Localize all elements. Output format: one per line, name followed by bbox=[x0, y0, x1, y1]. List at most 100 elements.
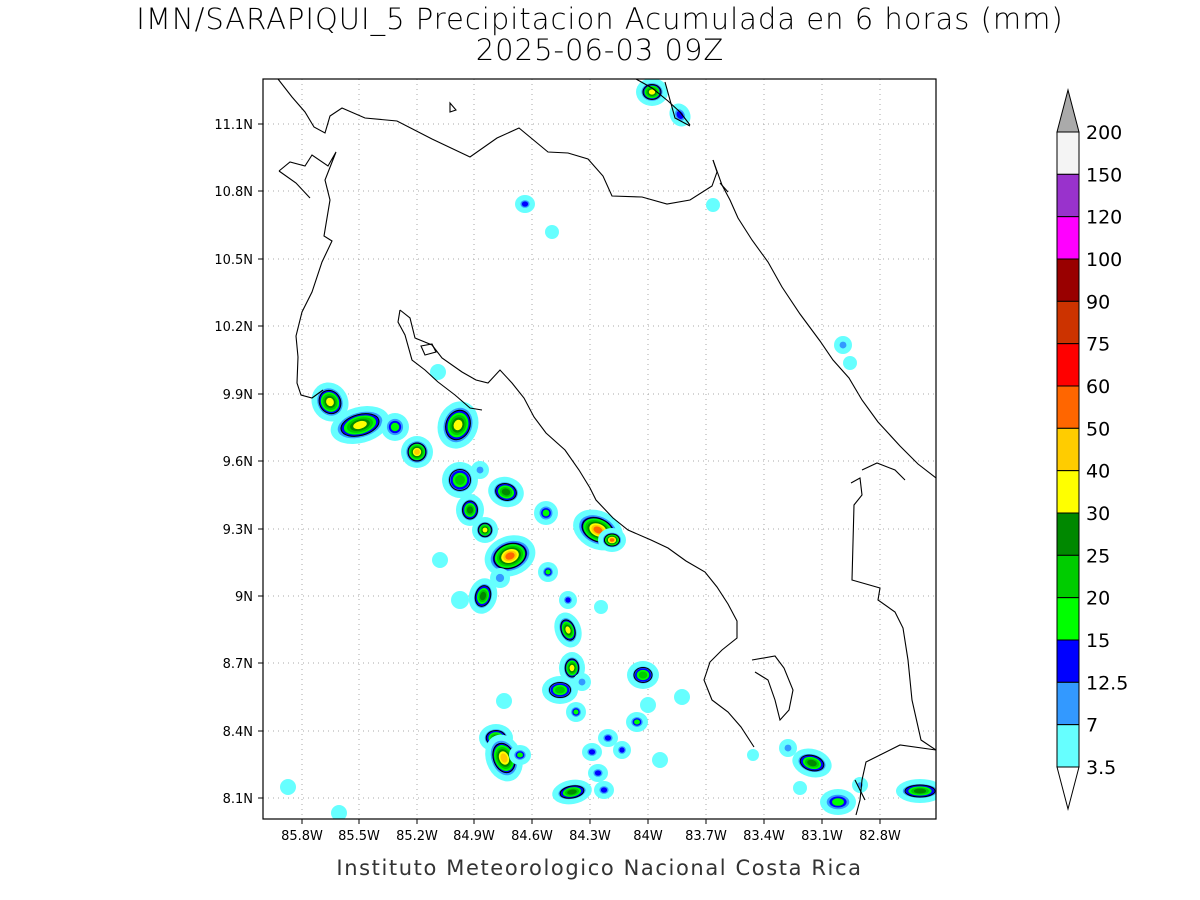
lon-tick-label: 84.9W bbox=[453, 829, 495, 844]
credit-text: Instituto Meteorologico Nacional Costa R… bbox=[336, 856, 863, 880]
colorbar-swatch bbox=[1056, 639, 1080, 683]
colorbar-legend: 200 150 120 100 90 75 60 50 40 30 25 20 15 12.5 7 3.5 bbox=[1056, 88, 1128, 811]
rain-cell bbox=[280, 779, 296, 795]
rain-cell bbox=[381, 413, 409, 441]
lon-tick-label: 84.3W bbox=[569, 829, 611, 844]
rain-cell bbox=[792, 748, 832, 778]
colorbar-swatch bbox=[1056, 173, 1080, 218]
lon-tick-label: 83.1W bbox=[801, 829, 843, 844]
colorbar-label: 120 bbox=[1086, 207, 1122, 229]
rain-cell bbox=[582, 743, 602, 761]
lat-tick-label: 9.9N bbox=[223, 388, 253, 403]
colorbar-swatch bbox=[1056, 343, 1080, 387]
rain-cell bbox=[330, 405, 390, 445]
rain-cell bbox=[706, 198, 720, 212]
rain-cell bbox=[485, 734, 523, 782]
rain-cell bbox=[468, 578, 498, 614]
rain-cell bbox=[820, 789, 856, 815]
colorbar-swatch bbox=[1056, 258, 1080, 302]
colorbar-overflow-triangle bbox=[1056, 88, 1080, 133]
lon-tick-label: 83.7W bbox=[685, 829, 727, 844]
colorbar-label: 25 bbox=[1086, 545, 1110, 567]
lon-tick-label: 85.2W bbox=[396, 829, 438, 844]
colorbar-label: 7 bbox=[1086, 715, 1098, 737]
rain-cell bbox=[588, 764, 608, 782]
rain-cell bbox=[627, 661, 659, 689]
rain-cell bbox=[490, 568, 510, 588]
colorbar-label: 90 bbox=[1086, 291, 1110, 313]
rain-cell bbox=[559, 591, 577, 609]
precipitation-field bbox=[277, 79, 936, 819]
rain-cell bbox=[432, 552, 448, 568]
rain-cell bbox=[640, 697, 656, 713]
colorbar-label: 15 bbox=[1086, 630, 1110, 652]
rain-cell bbox=[472, 517, 498, 543]
rain-cell bbox=[538, 562, 558, 582]
lat-tick-label: 8.4N bbox=[223, 725, 253, 740]
colorbar-swatch bbox=[1056, 597, 1080, 641]
rain-cell bbox=[566, 702, 586, 722]
rain-cell bbox=[613, 741, 631, 759]
rain-cell bbox=[542, 676, 578, 704]
rain-cell bbox=[843, 356, 857, 370]
rain-cell bbox=[484, 535, 536, 577]
coastline bbox=[277, 79, 936, 816]
rain-cell bbox=[779, 739, 797, 757]
rain-cell bbox=[430, 364, 446, 380]
rain-cell bbox=[573, 673, 591, 691]
rain-cell bbox=[896, 779, 936, 803]
rain-cell bbox=[652, 752, 668, 768]
lon-tick-label: 82.8W bbox=[859, 829, 901, 844]
rain-cell bbox=[509, 745, 531, 765]
rain-cell bbox=[401, 436, 433, 468]
colorbar-label: 50 bbox=[1086, 418, 1110, 440]
colorbar-label: 12.5 bbox=[1086, 672, 1128, 694]
rain-cell bbox=[545, 225, 559, 239]
lat-tick-label: 10.2N bbox=[214, 320, 253, 335]
colorbar-label: 200 bbox=[1086, 122, 1122, 144]
rain-cell bbox=[331, 805, 347, 819]
lat-tick-label: 8.7N bbox=[223, 657, 253, 672]
colorbar-label: 20 bbox=[1086, 588, 1110, 610]
rain-cell bbox=[515, 195, 535, 213]
rain-cell bbox=[552, 779, 592, 805]
colorbar-swatch bbox=[1056, 300, 1080, 345]
colorbar-swatch bbox=[1056, 512, 1080, 556]
colorbar-label: 100 bbox=[1086, 249, 1122, 271]
rain-cell bbox=[793, 781, 807, 795]
colorbar-label: 75 bbox=[1086, 334, 1110, 356]
rain-cell bbox=[747, 749, 759, 761]
lat-tick-label: 10.8N bbox=[214, 185, 253, 200]
colorbar-label: 60 bbox=[1086, 376, 1110, 398]
rain-cell bbox=[456, 494, 484, 526]
colorbar-swatch bbox=[1056, 470, 1080, 514]
lon-tick-label: 85.5W bbox=[338, 829, 380, 844]
rain-cell bbox=[598, 528, 626, 552]
rain-cell bbox=[669, 103, 691, 127]
map-grid bbox=[263, 79, 936, 819]
lat-tick-label: 10.5N bbox=[214, 253, 253, 268]
colorbar-swatch bbox=[1056, 724, 1080, 768]
colorbar-swatch bbox=[1056, 385, 1080, 429]
colorbar-swatch bbox=[1056, 554, 1080, 599]
colorbar-label: 150 bbox=[1086, 164, 1122, 186]
rain-cell bbox=[471, 461, 489, 479]
colorbar-swatch bbox=[1056, 427, 1080, 472]
colorbar-swatch bbox=[1056, 131, 1080, 175]
rain-cell bbox=[834, 336, 852, 354]
colorbar-label: 3.5 bbox=[1086, 757, 1116, 779]
colorbar-swatch bbox=[1056, 216, 1080, 260]
rain-cell bbox=[451, 591, 469, 609]
rain-cell bbox=[437, 401, 479, 449]
lat-tick-label: 9.3N bbox=[223, 523, 253, 538]
rain-cell bbox=[496, 693, 512, 709]
lon-tick-label: 85.8W bbox=[281, 829, 323, 844]
rain-cell bbox=[488, 476, 524, 508]
lat-tick-label: 9.6N bbox=[223, 455, 253, 470]
colorbar-underflow-triangle bbox=[1056, 766, 1080, 811]
lon-tick-label: 83.4W bbox=[743, 829, 785, 844]
rain-cell bbox=[442, 462, 478, 498]
rain-cell bbox=[674, 689, 690, 705]
rain-cell bbox=[534, 501, 558, 525]
